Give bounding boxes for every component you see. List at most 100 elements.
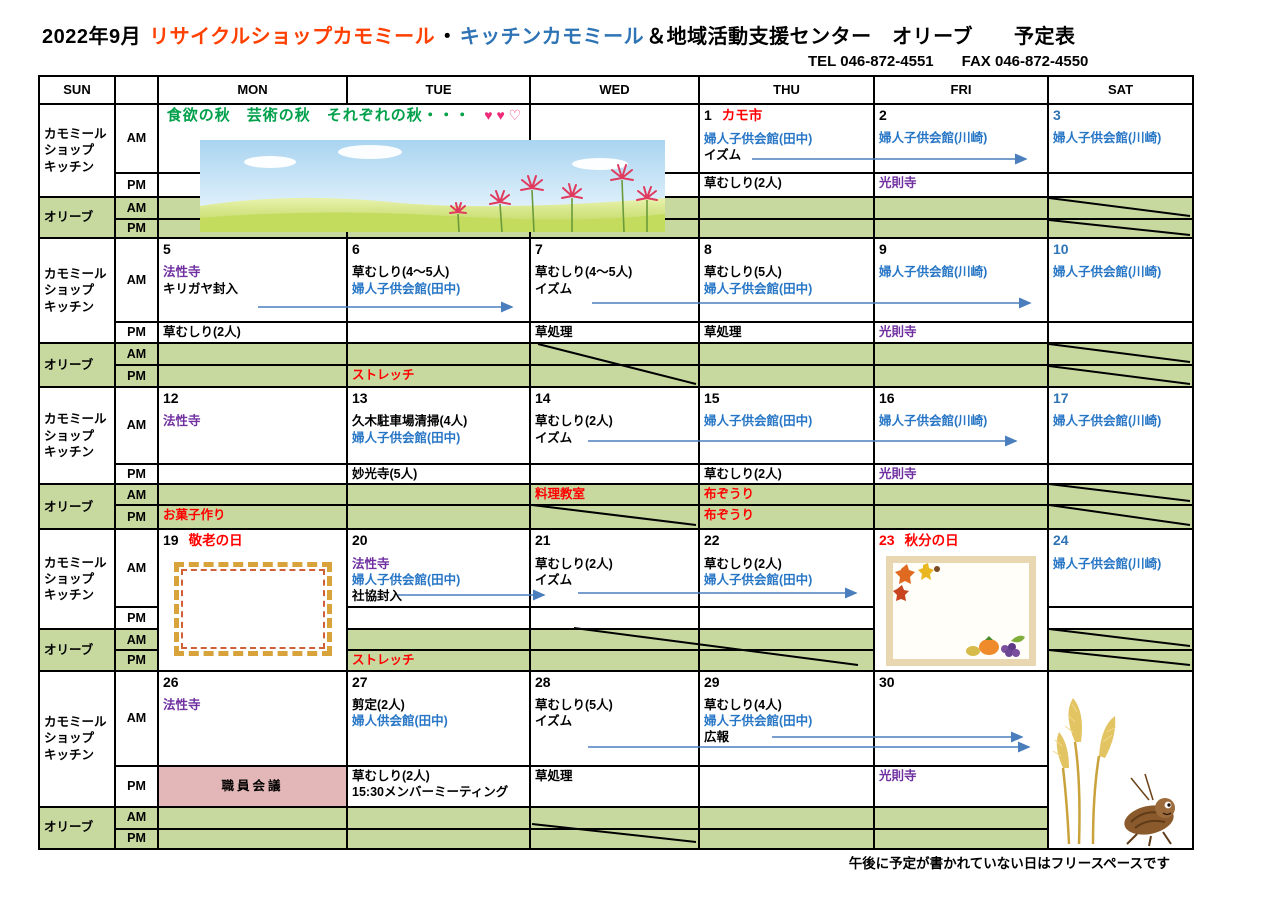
- row-label-shop: カモミール ショップ キッチン: [38, 103, 116, 198]
- empty-cell: [698, 606, 875, 631]
- day-number: 17: [1053, 390, 1069, 406]
- entry: 法性寺: [352, 556, 390, 571]
- pm-label: PM: [114, 321, 159, 344]
- am-label: AM: [114, 528, 159, 609]
- day-cell: 草むしり(2人): [698, 172, 875, 198]
- day-cell: 光則寺: [873, 764, 1049, 808]
- day-number: 2: [879, 107, 887, 123]
- entry: 草むしり(4人): [704, 697, 782, 712]
- am-label: AM: [114, 196, 159, 220]
- empty-cell: [698, 805, 875, 830]
- empty-cell: [698, 342, 875, 366]
- header-blank: [114, 75, 159, 105]
- empty-cell: [529, 628, 700, 652]
- day-cell: 光則寺: [873, 321, 1049, 344]
- empty-cell: [157, 827, 348, 850]
- day-number: 19: [163, 532, 179, 549]
- olive-activity-cell: 布ぞうり: [698, 504, 875, 531]
- empty-cell: [1047, 218, 1194, 239]
- empty-cell: [529, 462, 700, 486]
- empty-cell: [346, 483, 531, 507]
- title-org-kitchen: キッチンカモミール: [459, 26, 645, 48]
- day-number: 5: [163, 241, 171, 257]
- day-cell-thu-22: 22 草むしり(2人) 婦人子供会館(田中): [698, 528, 875, 609]
- shop-label-line: カモミール: [44, 127, 107, 142]
- day-number: 6: [352, 241, 360, 257]
- week4-pm-row: PM: [39, 606, 1194, 631]
- day-cell-thu-1: 1 カモ市 婦人子供会館(田中) イズム: [698, 103, 875, 174]
- day-cell: 草処理: [529, 764, 700, 808]
- entry: 草むしり(4～5人): [535, 265, 633, 280]
- header-thu: THU: [698, 75, 875, 105]
- entry: 草むしり(2人): [704, 467, 782, 481]
- empty-cell: [873, 805, 1049, 830]
- entry: 婦人子供会館(田中): [704, 572, 813, 587]
- entry: 草処理: [535, 768, 573, 783]
- day-number: 22: [704, 532, 720, 549]
- day-number: 29: [704, 673, 720, 690]
- am-label: AM: [114, 237, 159, 323]
- row-label-shop: カモミール ショップ キッチン: [38, 669, 116, 808]
- entry: イズム: [704, 147, 742, 162]
- day-number: 14: [535, 390, 551, 406]
- title-org-rest: ＆地域活動支援センター オリーブ 予定表: [646, 26, 1076, 48]
- am-label: AM: [114, 805, 159, 830]
- entry: 草むしり(2人): [352, 768, 430, 783]
- empty-cell: [346, 504, 531, 531]
- olive-activity: ストレッチ: [352, 653, 415, 668]
- day-number: 15: [704, 390, 720, 406]
- day-cell-mon-26: 26 法性寺: [157, 669, 348, 767]
- shop-label-line: キッチン: [44, 159, 95, 174]
- entry: 光則寺: [879, 467, 917, 481]
- title-dot: ・: [437, 26, 458, 48]
- day-cell-wed-7: 7 草むしり(4～5人) イズム: [529, 237, 700, 323]
- spider-lily-field-picture: [200, 140, 665, 233]
- day-cell: 草むしり(2人): [157, 321, 348, 344]
- day-number: 12: [163, 390, 179, 406]
- olive-activity: 料理教室: [535, 487, 586, 502]
- day-cell: 草むしり(2人) 15:30メンバーミーティング: [346, 764, 531, 808]
- week3-olive-pm-row: PM お菓子作り 布ぞうり: [39, 504, 1194, 531]
- day-cell-tue-6: 6 草むしり(4～5人) 婦人子供会館(田中): [346, 237, 531, 323]
- entry: 草むしり(4～5人): [352, 265, 450, 280]
- entry: 草むしり(2人): [704, 176, 782, 190]
- olive-activity-cell: ストレッチ: [346, 649, 531, 672]
- calendar-table: SUN MON TUE WED THU FRI SAT カモミール ショップ キ…: [38, 75, 1194, 850]
- day-cell-sat-10: 10 婦人子供会館(川崎): [1047, 237, 1194, 323]
- entry: 草むしり(5人): [535, 697, 613, 712]
- day-cell-fri-16: 16 婦人子供会館(川崎): [873, 386, 1049, 465]
- pm-label: PM: [114, 827, 159, 850]
- day-cell-sat-3: 3 婦人子供会館(川崎): [1047, 103, 1194, 174]
- day-cell-fri-30: 30: [873, 669, 1049, 767]
- day-cell-tue-20: 20 法性寺 婦人子供会館(田中) 社協封入: [346, 528, 531, 609]
- day-number: 21: [535, 532, 551, 549]
- entry: 草むしり(5人): [704, 265, 782, 280]
- empty-cell: [346, 827, 531, 850]
- empty-cell: [1047, 462, 1194, 486]
- empty-cell: [157, 342, 348, 366]
- shop-label-line: ショップ: [44, 143, 95, 158]
- fruit-cluster: [966, 635, 1025, 657]
- olive-activity-cell: 布ぞうり: [698, 483, 875, 507]
- rice-ear-frame-decoration: [173, 561, 332, 656]
- entry: イズム: [535, 281, 573, 296]
- day-number: 10: [1053, 241, 1069, 257]
- empty-cell: [529, 504, 700, 531]
- shop-label-line: ショップ: [44, 283, 95, 298]
- empty-cell: [1047, 321, 1194, 344]
- entry: イズム: [535, 430, 573, 445]
- day-number: 27: [352, 673, 368, 690]
- spider-lily-flowers: [449, 164, 658, 214]
- am-label: AM: [114, 386, 159, 465]
- shop-label-line: キッチン: [44, 747, 95, 762]
- entry: 婦人子供会館(川崎): [1053, 265, 1162, 280]
- empty-cell: [1047, 172, 1194, 198]
- entry: 草むしり(2人): [704, 556, 782, 571]
- week3-olive-am-row: オリーブ AM 料理教室 布ぞうり: [38, 483, 1194, 531]
- empty-cell: [346, 628, 531, 652]
- entry: 光則寺: [879, 768, 917, 783]
- am-label: AM: [114, 483, 159, 507]
- am-label: AM: [114, 628, 159, 652]
- entry: イズム: [535, 714, 573, 728]
